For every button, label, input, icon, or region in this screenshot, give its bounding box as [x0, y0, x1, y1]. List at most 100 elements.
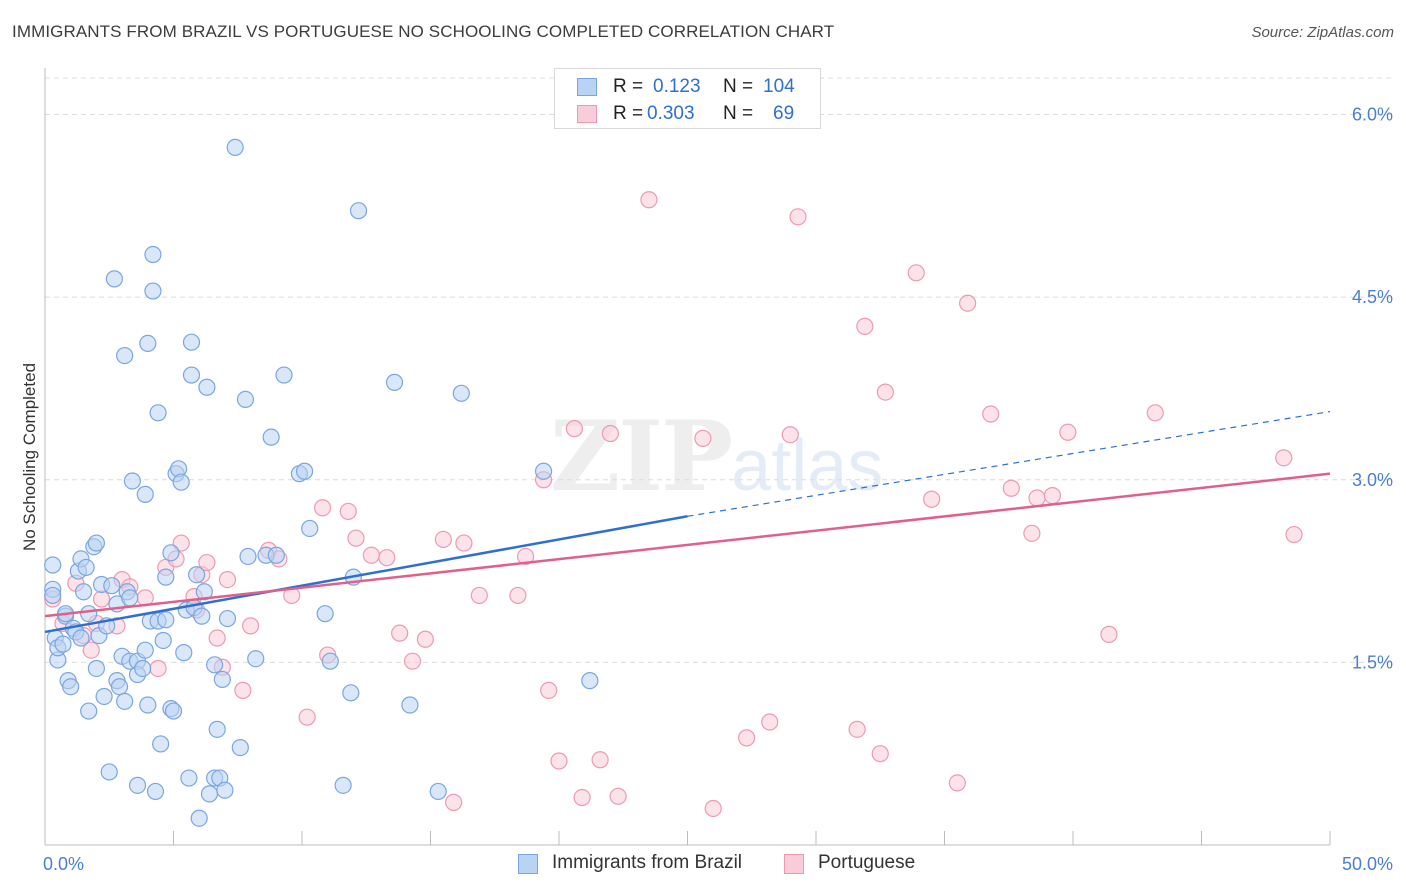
brazil-point: [136, 485, 154, 503]
r-value: 0.303: [647, 103, 695, 124]
brazil-trend-extension: [687, 410, 1331, 517]
x-tick-label: 0.0%: [43, 854, 84, 874]
stats-row-portuguese: R = 0.303 N = 69: [555, 101, 820, 129]
x-tick-label: 50.0%: [1342, 854, 1393, 874]
brazil-point: [198, 378, 216, 396]
r-label: R =: [613, 103, 644, 124]
brazil-point: [342, 684, 360, 702]
portuguese-point: [234, 681, 252, 699]
legend-label-brazil: Immigrants from Brazil: [552, 852, 743, 873]
portuguese-point: [1100, 625, 1118, 643]
stats-swatch-portuguese: [577, 105, 597, 123]
y-tick-label: 4.5%: [1352, 287, 1393, 307]
brazil-point: [72, 629, 90, 647]
portuguese-point: [1285, 525, 1303, 544]
brazil-point: [385, 373, 404, 391]
brazil-trend-line: [44, 515, 688, 634]
brazil-point: [218, 609, 237, 628]
brazil-point: [54, 635, 72, 653]
n-label: N =: [723, 103, 754, 124]
brazil-point: [208, 720, 226, 738]
legend: Immigrants from Brazil Portuguese: [0, 852, 1406, 878]
portuguese-point: [416, 630, 434, 648]
source-credit: Source: ZipAtlas.com: [1251, 24, 1394, 41]
brazil-point: [236, 390, 255, 409]
stats-swatch-brazil: [577, 78, 597, 96]
brazil-point: [80, 605, 98, 623]
n-value: 104: [763, 76, 795, 97]
brazil-point: [213, 670, 231, 689]
portuguese-point: [565, 420, 584, 438]
brazil-point: [139, 696, 157, 714]
trend-lines: [44, 410, 1331, 634]
brazil-point: [62, 678, 80, 696]
watermark-zip: ZIP: [550, 400, 733, 513]
brazil-point: [100, 763, 118, 781]
portuguese-point: [445, 793, 463, 811]
brazil-point: [182, 366, 201, 384]
portuguese-point: [455, 534, 473, 552]
axes: [44, 68, 1331, 846]
brazil-point: [190, 809, 208, 827]
brazil-point: [534, 462, 553, 480]
brazil-point: [139, 334, 157, 353]
brazil-point: [134, 659, 152, 678]
portuguese-point: [362, 546, 380, 564]
brazil-point: [321, 652, 339, 670]
brazil-point: [247, 650, 265, 668]
brazil-point: [275, 366, 293, 384]
brazil-point: [267, 546, 285, 564]
brazil-point: [581, 672, 599, 690]
portuguese-point: [876, 383, 894, 401]
portuguese-point: [516, 547, 535, 566]
portuguese-point: [923, 490, 941, 508]
portuguese-point: [738, 729, 756, 747]
portuguese-point: [208, 629, 226, 647]
brazil-point: [200, 785, 219, 803]
brazil-point: [349, 202, 368, 220]
tick-labels: 1.5% 3.0% 4.5% 6.0% 0.0% 50.0%: [43, 105, 1393, 874]
brazil-point: [123, 472, 141, 490]
portuguese-point: [591, 751, 609, 769]
portuguese-point: [704, 799, 722, 818]
portuguese-point: [789, 208, 807, 226]
portuguese-point: [640, 191, 658, 209]
r-value: 0.123: [653, 76, 701, 97]
portuguese-point: [347, 529, 365, 547]
brazil-point: [157, 568, 175, 586]
portuguese-point: [959, 294, 977, 312]
brazil-point: [144, 245, 162, 264]
portuguese-point: [149, 659, 167, 678]
brazil-point: [316, 605, 334, 623]
portuguese-point: [601, 424, 620, 443]
brazil-point: [295, 462, 314, 480]
brazil-point: [157, 611, 175, 629]
portuguese-point: [848, 720, 866, 738]
portuguese-point: [948, 774, 966, 792]
portuguese-point: [1043, 486, 1062, 505]
legend-label-portuguese: Portuguese: [818, 852, 916, 873]
brazil-point: [77, 558, 95, 577]
brazil-point: [74, 583, 93, 601]
portuguese-point: [391, 624, 409, 642]
brazil-point: [116, 346, 134, 365]
r-label: R =: [613, 76, 644, 97]
portuguese-point: [242, 617, 260, 635]
brazil-point: [226, 138, 244, 156]
portuguese-point: [298, 708, 316, 726]
brazil-point: [188, 566, 206, 584]
brazil-point: [136, 641, 154, 659]
brazil-point: [146, 782, 165, 801]
n-label: N =: [723, 76, 754, 97]
brazil-point: [44, 586, 62, 605]
brazil-point: [144, 282, 162, 300]
portuguese-point: [1275, 449, 1293, 467]
brazil-point: [195, 583, 213, 601]
brazil-point: [128, 776, 147, 794]
brazil-point: [262, 428, 280, 446]
portuguese-point: [198, 553, 216, 572]
brazil-point: [401, 696, 419, 714]
brazil-point: [87, 534, 106, 552]
brazil-point: [193, 607, 211, 625]
legend-swatch-portuguese: [784, 854, 804, 874]
